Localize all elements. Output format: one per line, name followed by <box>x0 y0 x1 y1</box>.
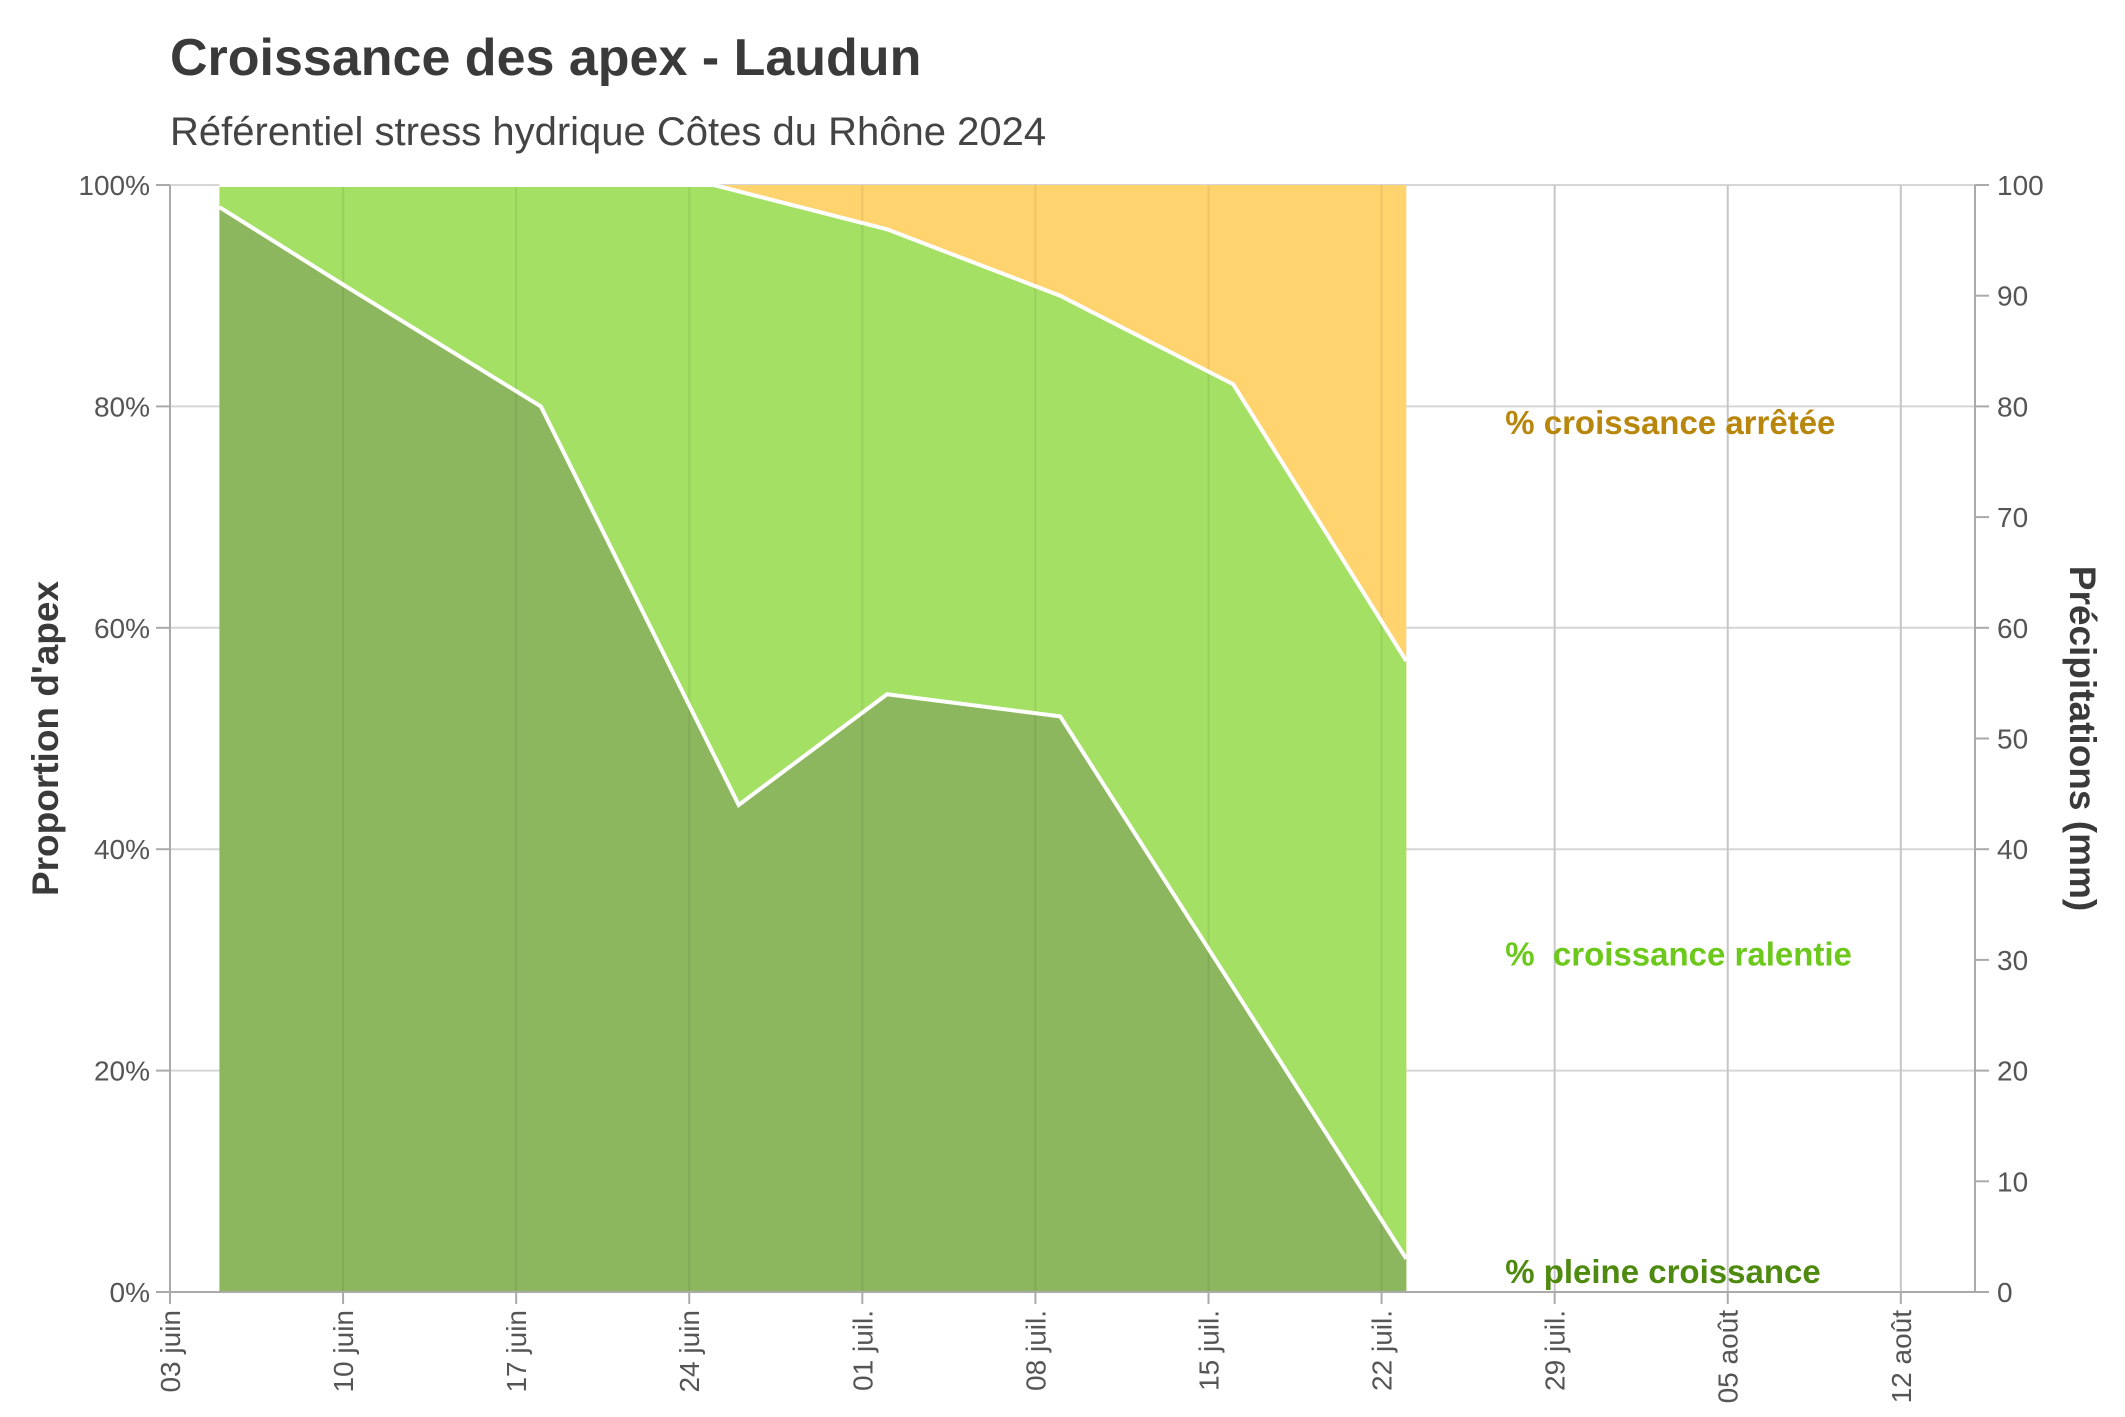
label-pleine-croissance: % pleine croissance <box>1505 1253 1820 1290</box>
y-axis-title: Proportion d'apex <box>25 581 66 897</box>
y2-axis-title: Précipitations (mm) <box>2062 566 2103 911</box>
area-layer <box>169 185 1902 1292</box>
label-layer: % croissance arrêtée % croissance ralenti… <box>1505 404 1852 1290</box>
y2-tick-label: 10 <box>1997 1166 2028 1197</box>
y-tick-label: 60% <box>94 613 150 644</box>
y2-tick-label: 80 <box>1997 391 2028 422</box>
y2-tick-label: 60 <box>1997 613 2028 644</box>
y2-tick-label: 100 <box>1997 170 2044 201</box>
y2-tick-label: 90 <box>1997 281 2028 312</box>
y-tick-label: 100% <box>78 170 150 201</box>
y2-tick-label: 20 <box>1997 1056 2028 1087</box>
line-layer <box>218 183 1408 1260</box>
x-tick-label: 17 juin <box>501 1310 532 1393</box>
line-pleine-croissance <box>218 205 1408 1260</box>
y-tick-label: 40% <box>94 834 150 865</box>
chart-subtitle: Référentiel stress hydrique Côtes du Rhô… <box>170 110 1047 154</box>
label-croissance-ralentie: % croissance ralentie <box>1505 935 1852 972</box>
y-tick-label: 80% <box>94 391 150 422</box>
chart-title: Croissance des apex - Laudun <box>170 29 922 87</box>
y-tick-label: 0% <box>110 1277 150 1308</box>
y2-tick-label: 30 <box>1997 945 2028 976</box>
x-tick-label: 12 août <box>1886 1310 1917 1404</box>
x-tick-label: 29 juil. <box>1540 1310 1571 1391</box>
y2-tick-label: 50 <box>1997 724 2028 755</box>
label-croissance-arretee: % croissance arrêtée <box>1505 404 1835 441</box>
x-tick-label: 08 juil. <box>1020 1310 1051 1391</box>
axis-layer: 0% 20% 40% 60% 80% 100% 0 10 20 30 40 50 60 70 80 90 100… <box>25 170 2103 1403</box>
x-tick-label: 15 juil. <box>1193 1310 1224 1391</box>
x-tick-label: 22 juil. <box>1367 1310 1398 1391</box>
line-croissance-ralentie <box>219 183 1408 663</box>
y-tick-label: 20% <box>94 1056 150 1087</box>
y2-tick-label: 70 <box>1997 502 2028 533</box>
x-tick-label: 24 juin <box>674 1310 705 1393</box>
y2-tick-label: 0 <box>1997 1277 2013 1308</box>
x-tick-label: 01 juil. <box>847 1310 878 1391</box>
x-tick-label: 03 juin <box>155 1310 186 1393</box>
x-tick-label: 05 août <box>1713 1310 1744 1404</box>
x-tick-label: 10 juin <box>328 1310 359 1393</box>
y2-tick-label: 40 <box>1997 834 2028 865</box>
